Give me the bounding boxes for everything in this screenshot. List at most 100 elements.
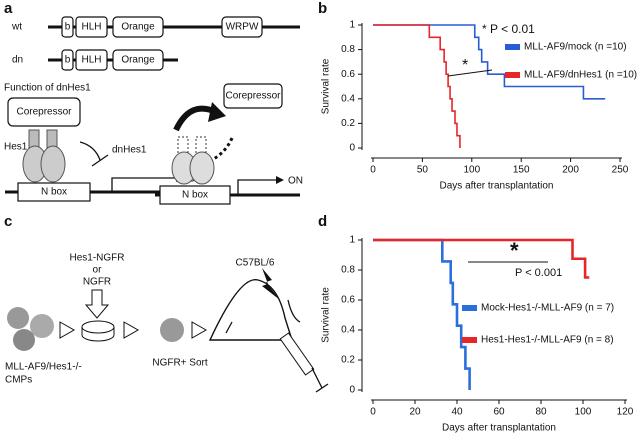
domain-label: Orange <box>121 55 155 66</box>
y-tick-label: 0.2 <box>341 118 355 129</box>
promoter-arrow <box>237 179 276 195</box>
construct-label: or <box>93 265 103 276</box>
panel-a: wt b HLH Orange WRPW dn b HLH Orange Fun… <box>4 16 303 205</box>
y-tick-label: 0.4 <box>341 93 355 104</box>
domain <box>221 16 263 38</box>
corepressor-label: Corepressor <box>16 107 72 118</box>
domain <box>75 16 108 38</box>
x-tick-label: 80 <box>535 407 547 418</box>
x-tick-label: 40 <box>451 407 463 418</box>
y-tick-label: 0.8 <box>341 44 355 55</box>
cell <box>160 318 184 342</box>
plunger <box>311 367 323 389</box>
tail <box>287 299 301 323</box>
cells-label: CMPs <box>5 375 32 386</box>
cell <box>7 307 29 329</box>
construct-label: Hes1-NGFR <box>69 253 124 264</box>
nbox-label: N box <box>41 187 67 198</box>
panel-label: c <box>4 213 12 230</box>
x-tick-label: 0 <box>370 165 376 176</box>
annotation-line <box>447 69 493 77</box>
domain <box>61 49 74 71</box>
survival-curve <box>373 24 461 148</box>
y-tick-label: 1 <box>349 235 355 246</box>
survival-curve <box>373 238 471 390</box>
inhibition <box>79 141 101 161</box>
dn-label: dn <box>12 55 23 66</box>
state-label: ON <box>288 176 303 187</box>
x-tick-label: 50 <box>417 165 429 176</box>
y-tick-label: 0.6 <box>341 69 355 80</box>
host-label: C57BL/6 <box>236 258 275 269</box>
x-tick-label: 0 <box>370 407 376 418</box>
x-axis-label: Days after transplantation <box>440 181 554 192</box>
y-tick-label: 0.8 <box>341 265 355 276</box>
annotation: * <box>462 57 468 74</box>
domain <box>61 16 74 38</box>
domain <box>75 49 108 71</box>
domain-label: Orange <box>121 22 155 33</box>
cell <box>30 314 54 338</box>
arrowhead <box>208 102 226 122</box>
arrowhead <box>276 176 284 184</box>
domain-label: b <box>65 55 71 66</box>
protein-cap <box>177 136 189 154</box>
x-tick-label: 60 <box>493 407 505 418</box>
domain-label: HLH <box>81 22 101 33</box>
protein <box>189 151 215 185</box>
y-tick-label: 0.4 <box>341 325 355 336</box>
protein-cap <box>46 129 58 149</box>
x-tick-label: 100 <box>575 407 592 418</box>
domain <box>112 49 164 71</box>
step-arrow <box>59 321 76 339</box>
annotation: * <box>510 238 519 263</box>
protein-label: Hes1 <box>4 142 28 153</box>
domain <box>112 16 164 38</box>
legend-label: Hes1-Hes1-/-MLL-AF9 (n = 8) <box>481 335 614 346</box>
panel-c: Hes1-NGFR or NGFR MLL-AF9/Hes1-/- CMPs N… <box>5 253 329 393</box>
corepressor-label: Corepressor <box>225 91 281 102</box>
step-arrow <box>191 321 208 339</box>
annotation: P < 0.001 <box>515 267 562 279</box>
protein-cap <box>195 136 207 154</box>
panel-label: d <box>318 213 327 230</box>
cells-label: MLL-AF9/Hes1-/- <box>5 362 82 373</box>
x-tick-label: 100 <box>463 165 480 176</box>
syringe <box>279 332 315 376</box>
nbox <box>17 182 91 202</box>
x-tick-label: 250 <box>612 165 629 176</box>
irradiation <box>262 268 280 300</box>
domain-label: b <box>65 22 71 33</box>
panel-label: a <box>4 0 13 17</box>
construct-label: NGFR <box>83 277 111 288</box>
protein-label: dnHes1 <box>112 145 147 156</box>
x-tick-label: 20 <box>409 407 421 418</box>
y-tick-label: 1 <box>349 20 355 31</box>
step-arrow <box>123 321 140 339</box>
protein-cap <box>28 129 40 149</box>
domain-label: HLH <box>81 55 101 66</box>
corepressor-box <box>7 97 81 127</box>
legend-swatch <box>505 44 520 50</box>
sort-label: NGFR+ Sort <box>152 358 208 369</box>
promoter-arrow <box>111 177 176 192</box>
panel-label: b <box>318 0 327 17</box>
dish <box>81 320 115 334</box>
annotation: * P < 0.01 <box>482 22 535 36</box>
legend-swatch <box>462 305 477 311</box>
protein <box>40 145 66 183</box>
x-tick-label: 200 <box>562 165 579 176</box>
plunger <box>315 383 329 393</box>
legend-label: Mock-Hes1-/-MLL-AF9 (n = 7) <box>481 303 614 314</box>
domain-label: WRPW <box>226 22 259 33</box>
mouse <box>208 279 293 341</box>
mouse-leg <box>225 321 233 334</box>
wt-label: wt <box>11 22 22 33</box>
y-tick-label: 0 <box>349 143 355 154</box>
legend-swatch <box>505 72 520 78</box>
legend-swatch <box>462 337 477 343</box>
y-tick-label: 0.2 <box>341 355 355 366</box>
inhibition-bar <box>91 154 109 167</box>
nbox <box>159 185 231 205</box>
